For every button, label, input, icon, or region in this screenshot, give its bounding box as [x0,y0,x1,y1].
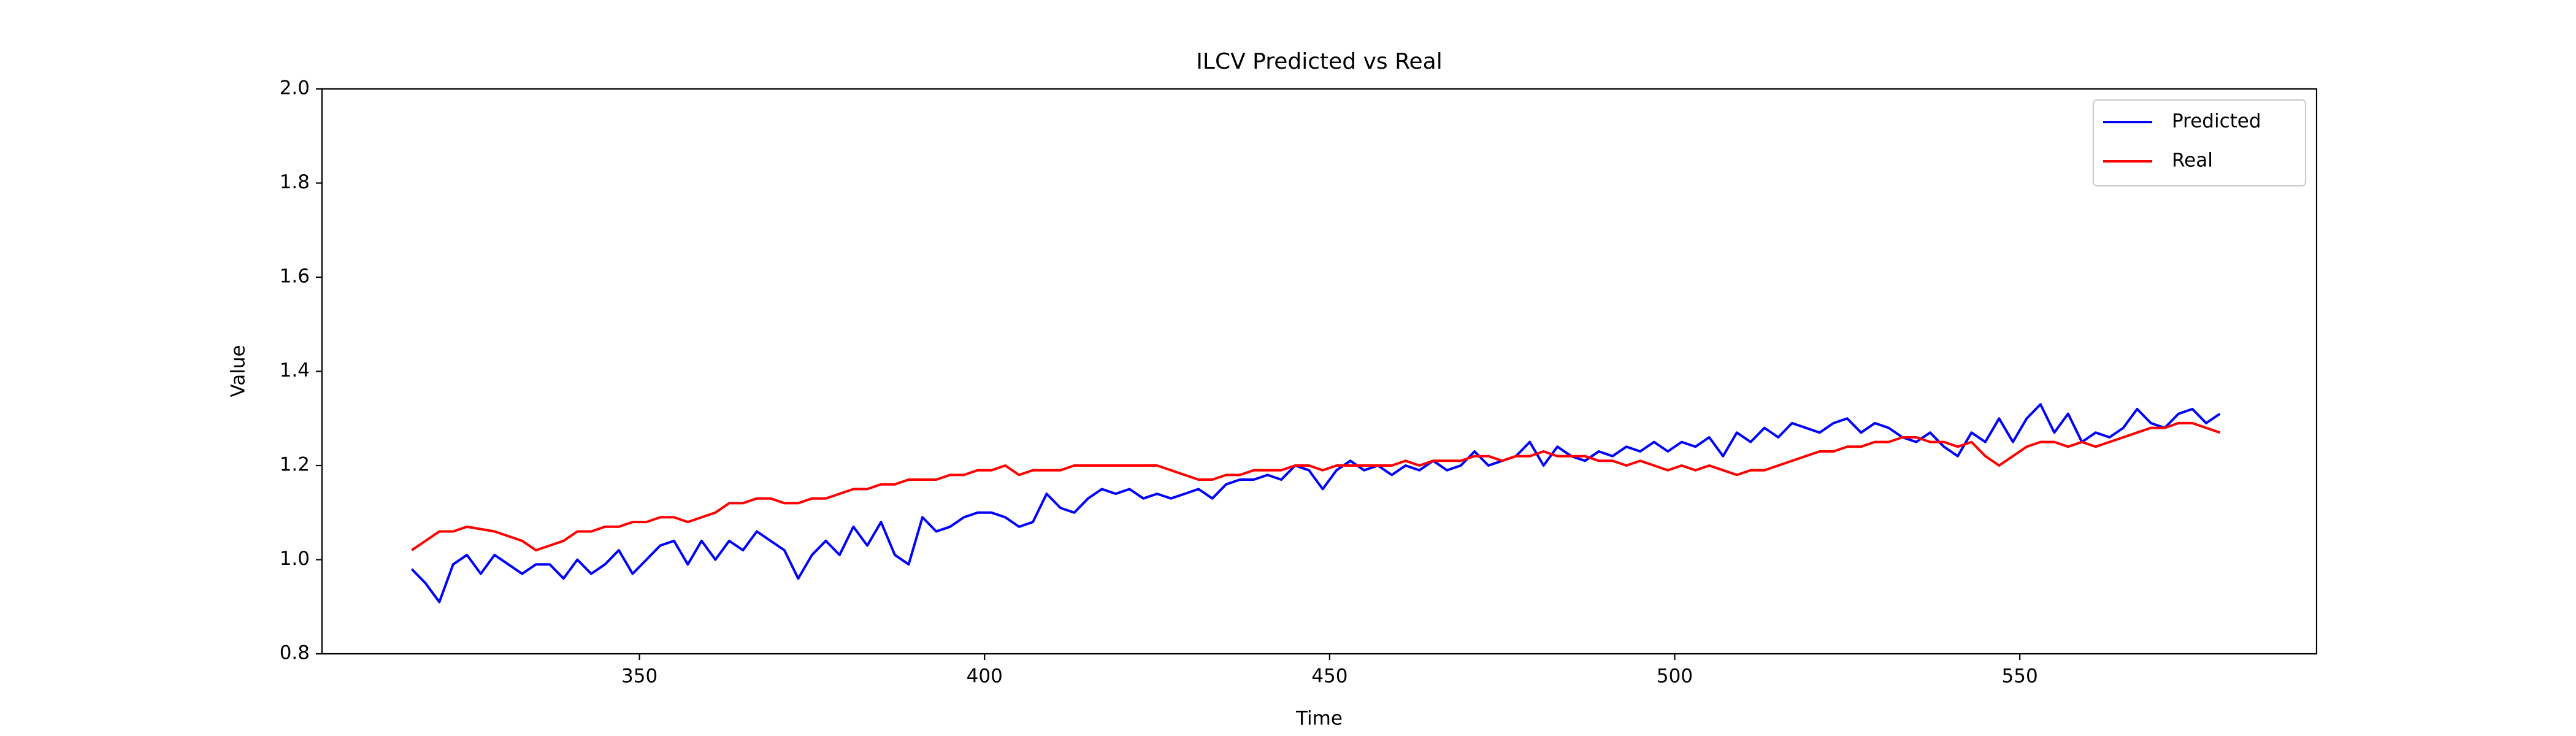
legend-label: Real [2172,150,2213,172]
y-tick-label: 1.6 [280,266,310,288]
y-tick-label: 1.0 [280,548,310,570]
y-tick-label: 1.2 [280,454,310,476]
x-tick-label: 500 [1657,665,1693,688]
plot-frame [321,88,2318,655]
y-tick-label: 0.8 [280,642,310,664]
y-axis-label: Value [228,345,250,397]
x-tick-label: 350 [621,665,657,688]
x-tick-label: 450 [1311,665,1347,688]
x-axis-label: Time [1295,708,1343,730]
y-tick-label: 1.4 [280,359,310,381]
legend-label: Predicted [2172,110,2261,132]
chart-title: ILCV Predicted vs Real [1196,49,1442,74]
data-line [411,421,2221,552]
x-tick-label: 550 [2002,665,2038,688]
y-tick-label: 2.0 [280,77,310,99]
y-tick-label: 1.8 [280,171,310,193]
x-tick-label: 400 [967,665,1003,688]
data-line [410,403,2221,604]
